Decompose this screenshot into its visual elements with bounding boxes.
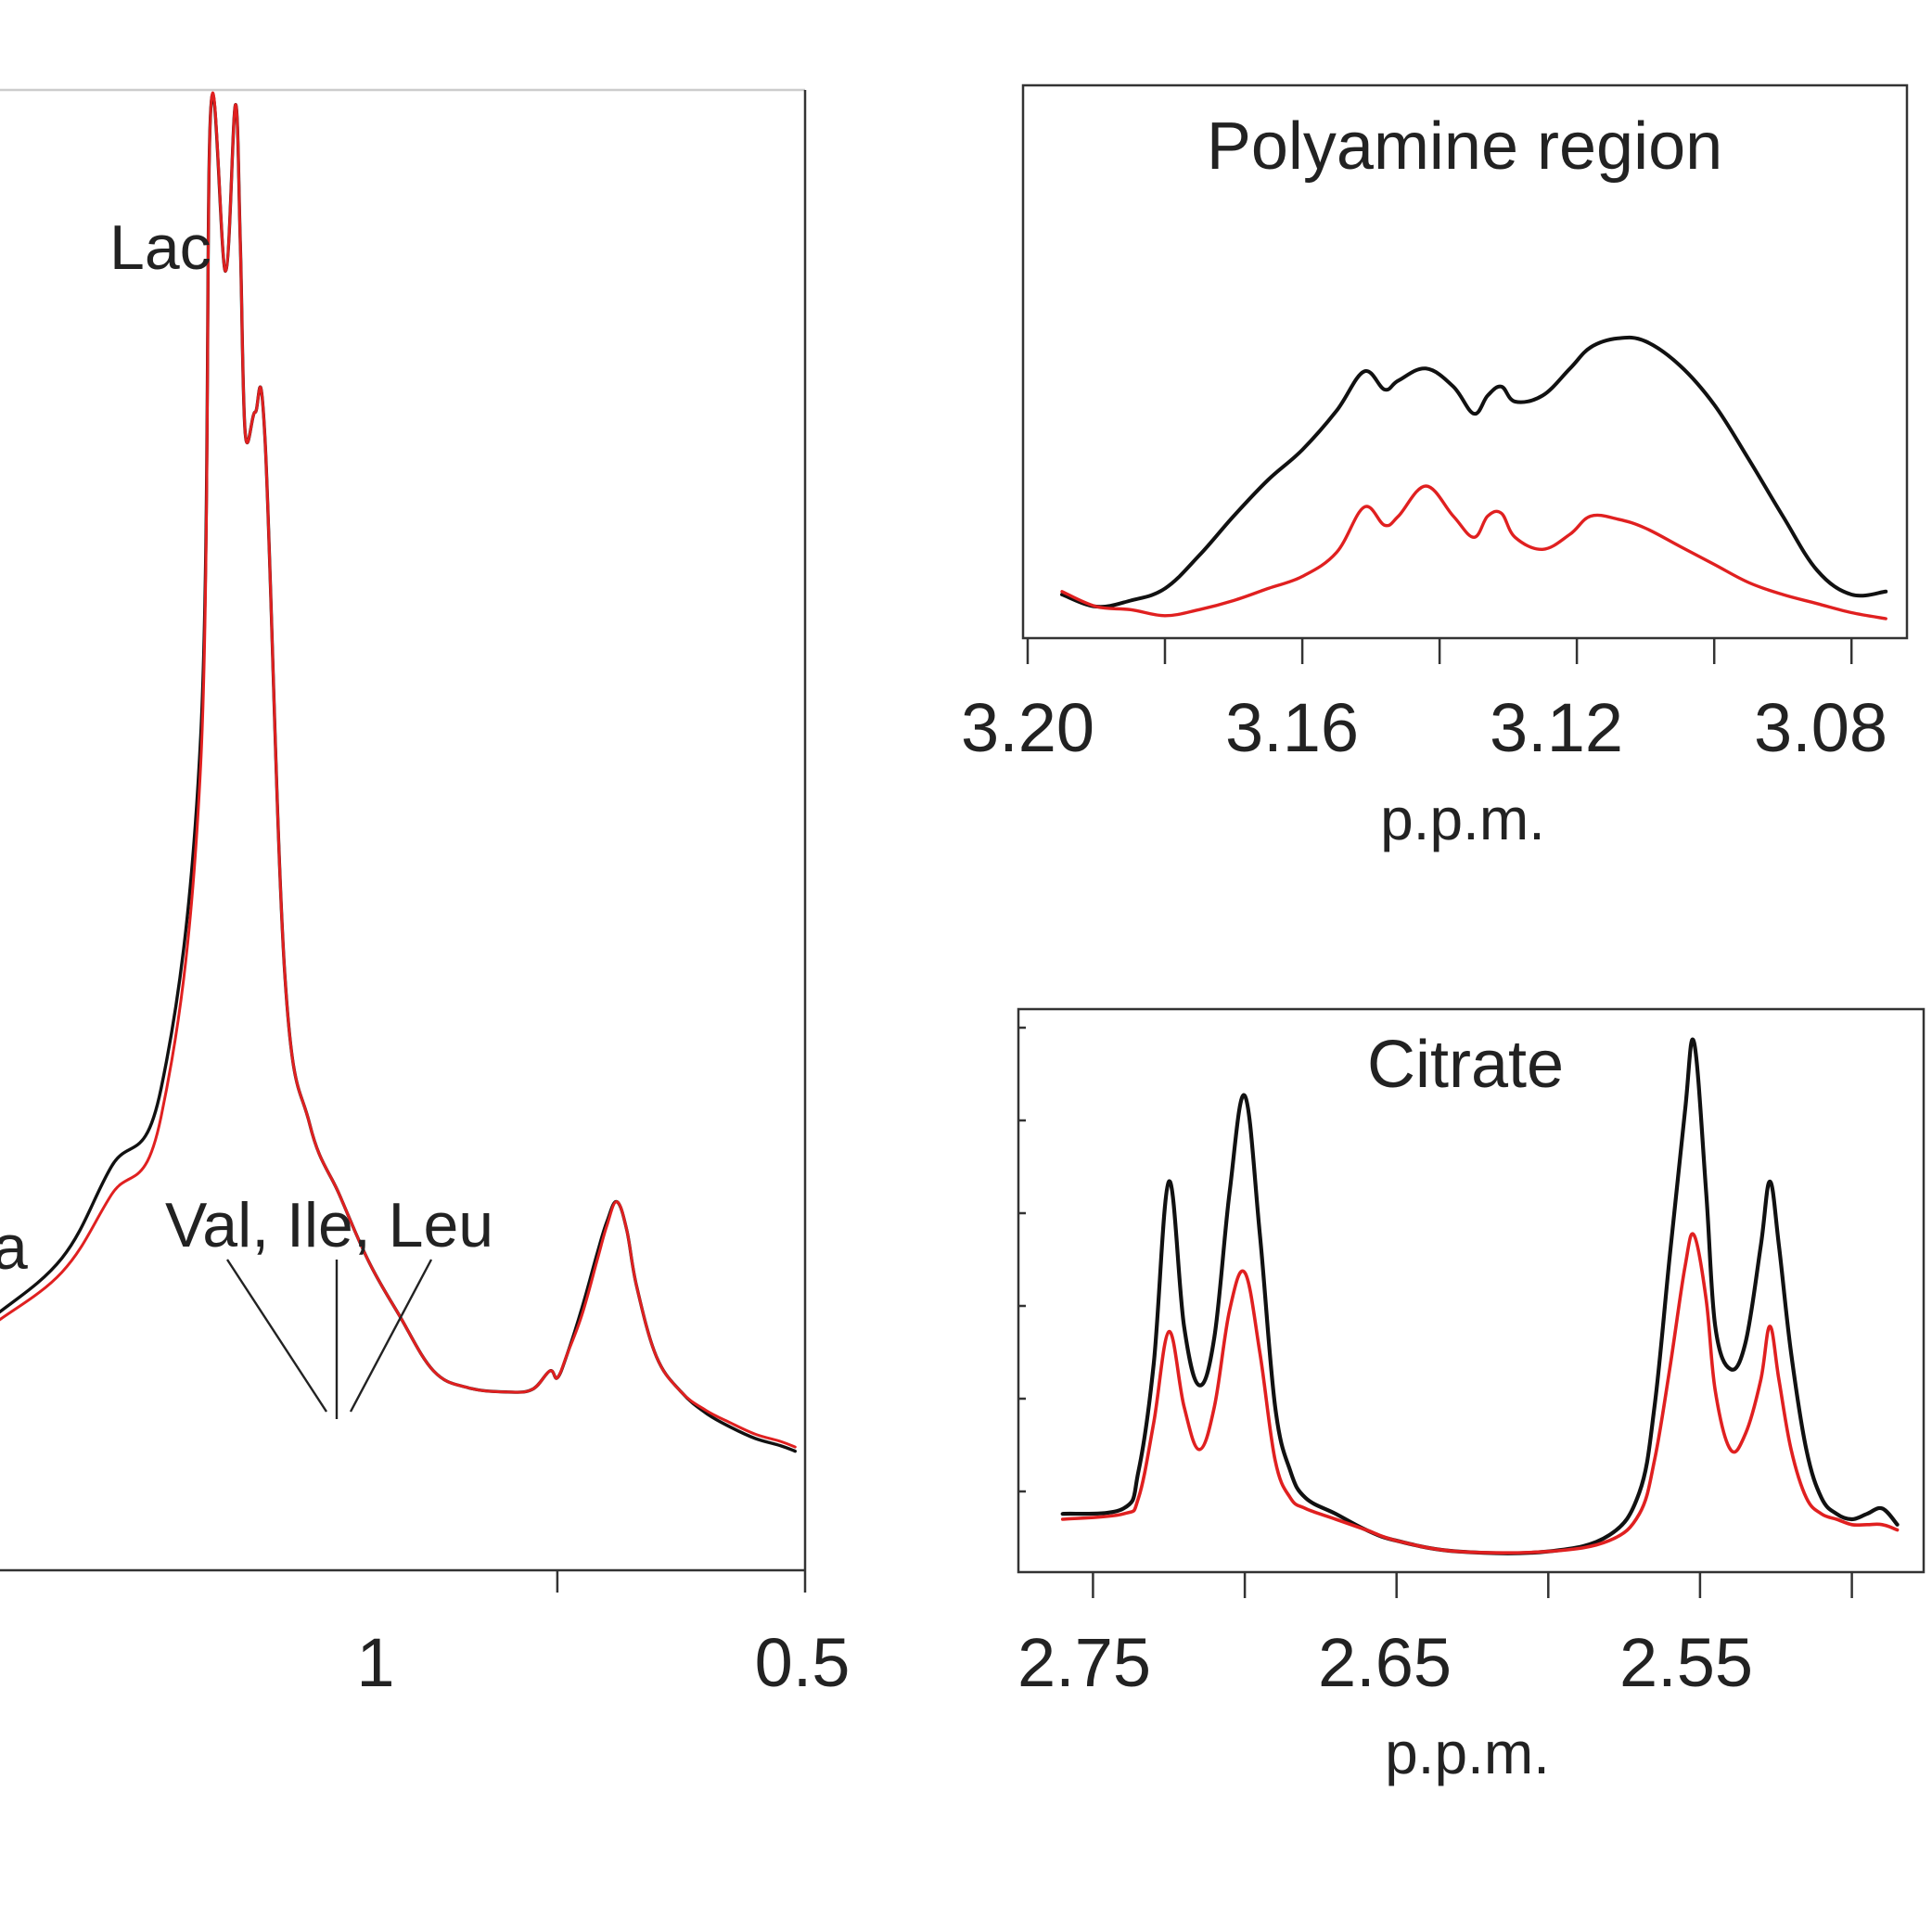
pointer-leu — [349, 1259, 433, 1413]
citrate-traces — [1060, 1037, 1900, 1555]
polyamine-x-ticks — [1026, 638, 1853, 664]
citrate-series-black — [1060, 1037, 1900, 1555]
polyamine-tick-label-3.16: 3.16 — [1225, 689, 1359, 766]
main-tick-label-1: 1 — [356, 1624, 394, 1701]
polyamine-tick-label-3.08: 3.08 — [1754, 689, 1887, 766]
citrate-series-red — [1060, 1232, 1900, 1555]
citrate-x-ticks — [1092, 1572, 1853, 1598]
annotation-val-ile-leu: Val, Ile, Leu — [165, 1190, 493, 1260]
polyamine-panel: Polyamine region 3.20 3.16 3.12 3.08 p.p… — [961, 83, 1909, 852]
main-tick-label-0.5: 0.5 — [755, 1624, 851, 1701]
main-spectrum-panel: 1 0.5 Lac Val, Ile, Leu a — [0, 88, 850, 1701]
polyamine-series-black — [1060, 335, 1888, 609]
annotation-partial-a: a — [0, 1212, 28, 1283]
polyamine-traces — [1060, 335, 1888, 621]
citrate-panel: Citrate 2.75 2.65 2.55 p.p.m. — [1017, 1007, 1926, 1786]
main-annotations: Lac Val, Ile, Leu a — [0, 212, 493, 1419]
polyamine-series-red — [1060, 484, 1887, 621]
polyamine-frame — [1021, 83, 1909, 640]
citrate-title: Citrate — [1367, 1028, 1564, 1102]
citrate-frame — [1017, 1007, 1926, 1574]
main-x-tick-labels: 1 0.5 — [356, 1624, 850, 1701]
pointer-val — [225, 1259, 328, 1413]
citrate-tick-label-2.65: 2.65 — [1318, 1624, 1452, 1701]
citrate-x-axis-title: p.p.m. — [1385, 1720, 1550, 1786]
citrate-tick-label-2.75: 2.75 — [1017, 1624, 1151, 1701]
main-x-ticks — [556, 1570, 807, 1593]
polyamine-x-axis-title: p.p.m. — [1380, 786, 1545, 852]
citrate-y-ticks — [1018, 1026, 1026, 1493]
polyamine-tick-label-3.20: 3.20 — [961, 689, 1094, 766]
citrate-x-tick-labels: 2.75 2.65 2.55 — [1017, 1624, 1753, 1701]
polyamine-tick-label-3.12: 3.12 — [1490, 689, 1623, 766]
citrate-tick-label-2.55: 2.55 — [1619, 1624, 1753, 1701]
main-traces — [0, 91, 797, 1453]
main-series-red — [0, 91, 797, 1449]
polyamine-title: Polyamine region — [1207, 109, 1722, 184]
polyamine-x-tick-labels: 3.20 3.16 3.12 3.08 — [961, 689, 1887, 766]
annotation-lac: Lac — [109, 212, 211, 283]
